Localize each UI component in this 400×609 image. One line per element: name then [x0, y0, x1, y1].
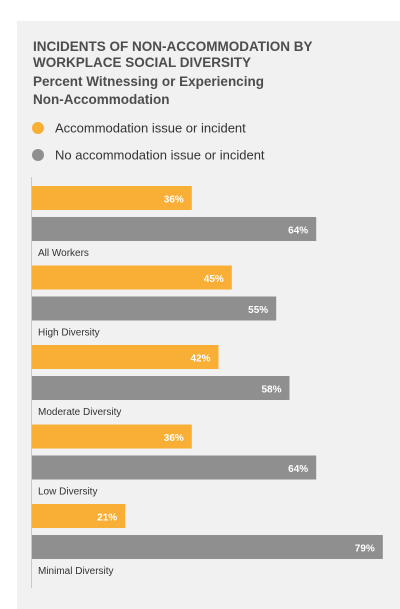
bar-accommodation-0 — [32, 186, 192, 210]
bar-no-accommodation-3 — [32, 455, 317, 480]
bar-label-no-accommodation-2: 58% — [261, 385, 281, 396]
bar-no-accommodation-4 — [32, 535, 383, 559]
bar-accommodation-4 — [32, 504, 126, 528]
bar-label-accommodation-3: 36% — [164, 433, 184, 444]
bar-label-accommodation-4: 21% — [97, 513, 117, 524]
bar-label-no-accommodation-4: 79% — [355, 544, 375, 555]
legend-swatch-accommodation — [32, 122, 44, 134]
bar-label-accommodation-1: 45% — [204, 274, 224, 285]
legend: Accommodation issue or incident No accom… — [32, 121, 265, 163]
bar-label-no-accommodation-1: 55% — [248, 305, 268, 316]
bar-label-accommodation-0: 36% — [164, 195, 184, 206]
category-label-3: Low Diversity — [38, 487, 97, 498]
legend-label-accommodation: Accommodation issue or incident — [55, 121, 246, 136]
category-label-1: High Diversity — [38, 328, 100, 339]
chart-subtitle-line-2: Non-Accommodation — [33, 92, 170, 107]
chart-title-line-1: INCIDENTS OF NON-ACCOMMODATION BY — [33, 39, 313, 54]
category-label-0: All Workers — [38, 248, 89, 259]
category-label-2: Moderate Diversity — [38, 407, 121, 418]
bar-accommodation-2 — [32, 345, 219, 369]
category-label-4: Minimal Diversity — [38, 566, 114, 577]
chart-subtitle-line-1: Percent Witnessing or Experiencing — [33, 74, 264, 89]
bar-label-accommodation-2: 42% — [190, 354, 210, 365]
bar-no-accommodation-0 — [32, 217, 317, 241]
bar-label-no-accommodation-0: 64% — [288, 226, 308, 237]
bar-accommodation-3 — [32, 424, 192, 449]
bar-no-accommodation-1 — [32, 296, 277, 321]
chart-title-line-2: WORKPLACE SOCIAL DIVERSITY — [33, 55, 251, 70]
legend-swatch-no-accommodation — [32, 149, 44, 161]
bar-accommodation-1 — [32, 265, 232, 290]
legend-label-no-accommodation: No accommodation issue or incident — [55, 148, 265, 163]
bar-label-no-accommodation-3: 64% — [288, 464, 308, 475]
bar-group: 36% 64% All Workers 45% 55% High Diversity 42%… — [32, 186, 383, 577]
bar-no-accommodation-2 — [32, 376, 290, 400]
